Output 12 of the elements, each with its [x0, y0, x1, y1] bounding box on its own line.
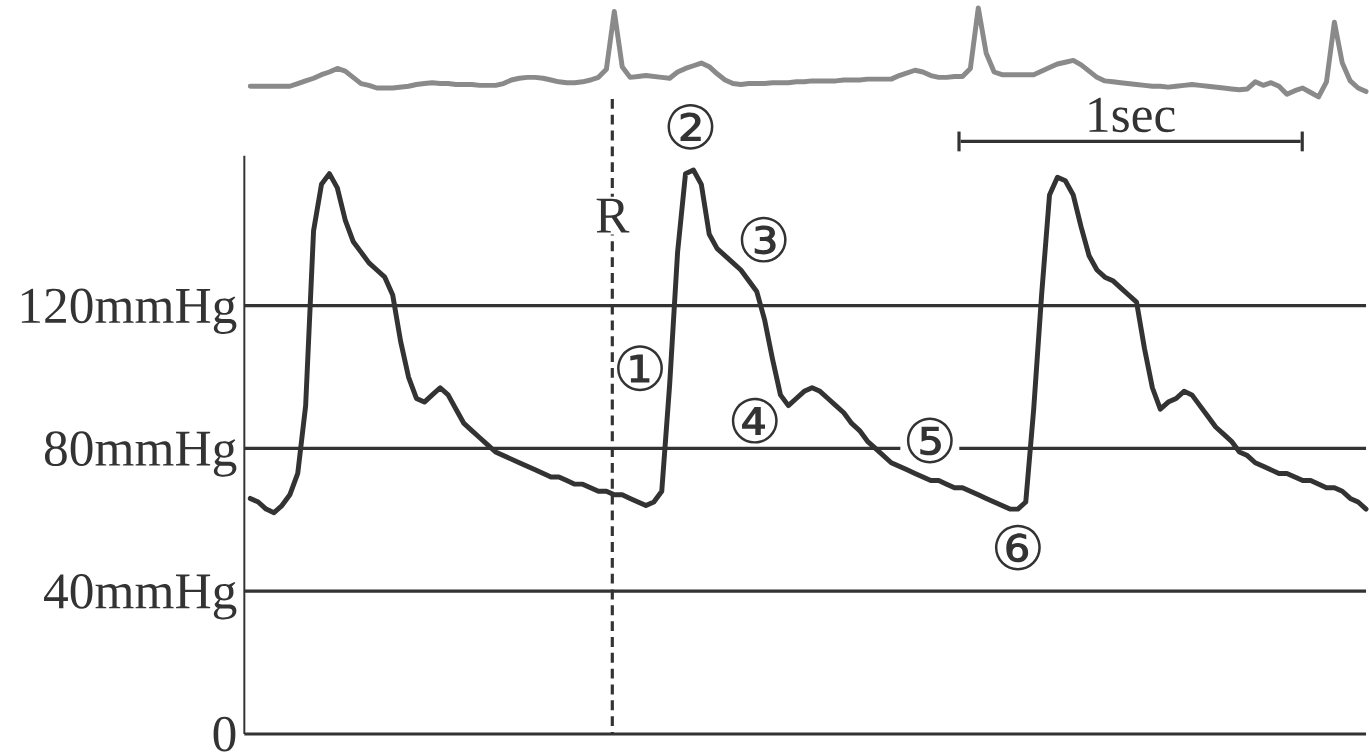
y-tick-label: 120mmHg	[21, 288, 237, 335]
annotation: R	[596, 198, 630, 233]
annotation: ②	[667, 104, 714, 150]
annotation: ③	[740, 216, 787, 263]
annotation: ①	[617, 345, 663, 392]
y-tick-label: 40mmHg	[44, 574, 237, 620]
text: 1sec	[1089, 97, 1175, 133]
annotation: ④	[731, 397, 778, 444]
annotation: ⑤	[906, 417, 953, 464]
y-tick-label: 0	[213, 716, 236, 752]
y-tick-label: 80mmHg	[44, 431, 237, 477]
annotation: ⑥	[994, 524, 1041, 571]
